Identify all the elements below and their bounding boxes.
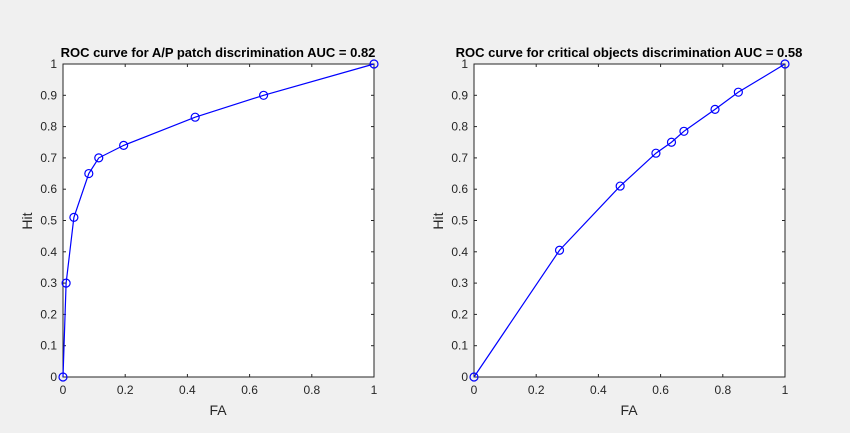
- data-point: [733, 87, 743, 97]
- x-tick-label: 0.6: [241, 383, 258, 397]
- x-tick-label: 0.4: [590, 383, 607, 397]
- y-tick-label: 0.1: [40, 339, 57, 353]
- data-point: [666, 137, 677, 147]
- y-tick-label: 0.3: [451, 276, 468, 290]
- chart-title: ROC curve for critical objects discrimin…: [456, 45, 803, 60]
- y-axis-label: Hit: [430, 212, 446, 229]
- y-tick-label: 0.5: [451, 214, 468, 228]
- x-tick-label: 0.2: [117, 383, 134, 397]
- series-line: [473, 63, 786, 378]
- y-tick-label: 0: [461, 370, 468, 384]
- x-tick-label: 1: [371, 383, 378, 397]
- y-tick-label: 0.3: [40, 276, 57, 290]
- x-tick-label: 1: [782, 383, 789, 397]
- data-point: [190, 112, 200, 122]
- data-point: [679, 126, 689, 136]
- x-tick-label: 0: [60, 383, 67, 397]
- y-tick-label: 0.4: [40, 245, 57, 259]
- data-point: [61, 278, 71, 288]
- x-tick-label: 0.6: [652, 383, 669, 397]
- data-point: [258, 90, 269, 100]
- x-axis-label: FA: [209, 402, 227, 418]
- data-point: [710, 104, 720, 114]
- data-point: [469, 372, 479, 382]
- x-tick-label: 0.8: [303, 383, 320, 397]
- y-tick-label: 0.9: [451, 88, 468, 102]
- series-line: [62, 63, 375, 378]
- roc-chart-ap-patch: ROC curve for A/P patch discrimination A…: [19, 45, 379, 418]
- x-tick-label: 0.2: [528, 383, 545, 397]
- plot-area: [473, 63, 786, 378]
- y-tick-label: 0.8: [451, 120, 468, 134]
- plot-area: [62, 63, 375, 378]
- y-tick-label: 0.5: [40, 214, 57, 228]
- y-tick-label: 1: [461, 57, 468, 71]
- x-tick-label: 0.8: [714, 383, 731, 397]
- y-tick-label: 0.7: [40, 151, 57, 165]
- roc-chart-critical-objects: ROC curve for critical objects discrimin…: [430, 45, 802, 418]
- data-point: [58, 372, 68, 382]
- y-tick-label: 0.4: [451, 245, 468, 259]
- data-point: [651, 148, 661, 158]
- data-point: [69, 212, 79, 222]
- data-point: [554, 245, 565, 255]
- data-point: [119, 140, 129, 150]
- data-point: [369, 59, 379, 69]
- y-tick-label: 0.2: [40, 307, 57, 321]
- y-tick-label: 0: [50, 370, 57, 384]
- y-tick-label: 0.6: [451, 182, 468, 196]
- y-tick-label: 0.8: [40, 120, 57, 134]
- y-axis-label: Hit: [19, 212, 35, 229]
- data-point: [84, 168, 94, 179]
- y-tick-label: 0.9: [40, 88, 57, 102]
- x-tick-label: 0: [471, 383, 478, 397]
- y-tick-label: 0.7: [451, 151, 468, 165]
- data-point: [780, 59, 790, 69]
- data-point: [615, 181, 625, 191]
- y-tick-label: 0.6: [40, 182, 57, 196]
- data-point: [94, 153, 104, 163]
- y-tick-label: 0.2: [451, 307, 468, 321]
- y-tick-label: 1: [50, 57, 57, 71]
- y-tick-label: 0.1: [451, 339, 468, 353]
- chart-title: ROC curve for A/P patch discrimination A…: [61, 45, 376, 60]
- x-tick-label: 0.4: [179, 383, 196, 397]
- x-axis-label: FA: [620, 402, 638, 418]
